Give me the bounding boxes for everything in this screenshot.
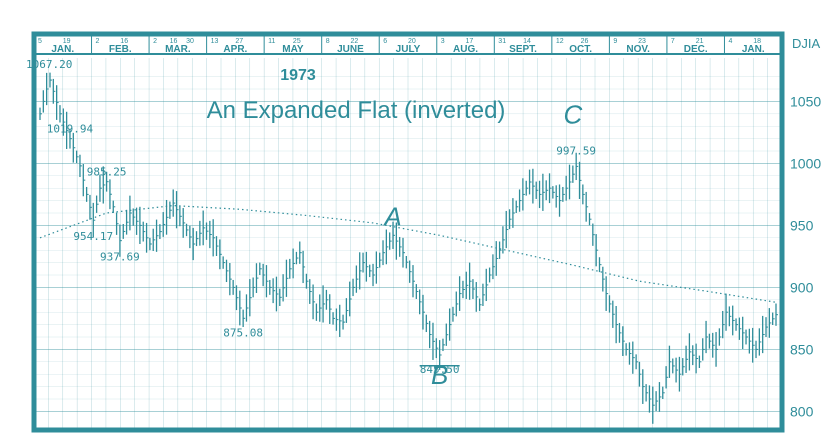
month-label: SEPT.	[509, 44, 537, 55]
day-label: 19	[63, 38, 71, 45]
y-tick-label: 900	[790, 279, 814, 295]
day-label: 7	[671, 38, 675, 45]
chart-frame	[31, 31, 785, 433]
y-axis: 800 850 900 950 1000 1050	[790, 93, 821, 419]
day-label: 8	[326, 38, 330, 45]
day-label: 13	[211, 38, 219, 45]
value-annotation: 875.08	[223, 326, 263, 339]
day-label: 26	[581, 38, 589, 45]
month-label: JAN.	[51, 44, 74, 55]
chart-grid	[31, 31, 785, 433]
wave-label: C	[563, 100, 582, 130]
month-label: FEB.	[109, 44, 132, 55]
day-label: 3	[441, 38, 445, 45]
chart-title: An Expanded Flat (inverted)	[207, 97, 506, 124]
month-label: JUNE	[337, 44, 364, 55]
value-annotation: 985.25	[87, 166, 127, 179]
wave-label: B	[431, 360, 448, 390]
day-label: 23	[638, 38, 646, 45]
day-label: 6	[383, 38, 387, 45]
day-label: 27	[235, 38, 243, 45]
day-label: 18	[753, 38, 761, 45]
day-label: 20	[408, 38, 416, 45]
y-tick-label: 850	[790, 341, 814, 357]
day-label: 12	[556, 38, 564, 45]
wave-label: A	[382, 201, 401, 231]
year-label: 1973	[280, 67, 316, 84]
day-label: 16	[120, 38, 128, 45]
day-label: 2	[96, 38, 100, 45]
y-tick-label: 1000	[790, 155, 821, 171]
day-label: 9	[613, 38, 617, 45]
value-annotation: 954.17	[73, 230, 113, 243]
day-label: 16	[170, 38, 178, 45]
day-label: 25	[293, 38, 301, 45]
y-tick-label: 950	[790, 217, 814, 233]
day-label: 22	[350, 38, 358, 45]
day-label: 17	[466, 38, 474, 45]
day-label: 11	[268, 38, 275, 45]
day-label: 4	[728, 38, 732, 45]
month-label: MAR.	[165, 44, 191, 55]
y-tick-label: 1050	[790, 93, 821, 109]
day-label: 2	[153, 38, 157, 45]
annotations: 1067.201019.94985.25954.17937.69875.0884…	[26, 58, 596, 390]
day-label: 30	[186, 38, 194, 45]
moving-average	[39, 204, 777, 303]
month-label: DEC.	[684, 44, 708, 55]
month-label: JULY	[396, 44, 421, 55]
month-label: APR.	[223, 44, 247, 55]
value-annotation: 1067.20	[26, 58, 72, 71]
month-label: MAY	[282, 44, 304, 55]
moving-average-line	[39, 204, 777, 303]
value-annotation: 997.59	[556, 144, 596, 157]
value-annotation: 1019.94	[47, 123, 94, 136]
day-label: 21	[696, 38, 704, 45]
month-label: AUG.	[453, 44, 478, 55]
day-label: 5	[38, 38, 42, 45]
month-label: NOV.	[626, 44, 650, 55]
value-annotation: 937.69	[100, 251, 140, 264]
month-label: JAN.	[742, 44, 765, 55]
day-label: 14	[523, 38, 531, 45]
day-label: 31	[498, 38, 506, 45]
price-bars	[39, 72, 778, 424]
y-tick-label: 800	[790, 403, 814, 419]
month-label: OCT.	[569, 44, 592, 55]
y-axis-label: DJIA	[792, 36, 821, 51]
